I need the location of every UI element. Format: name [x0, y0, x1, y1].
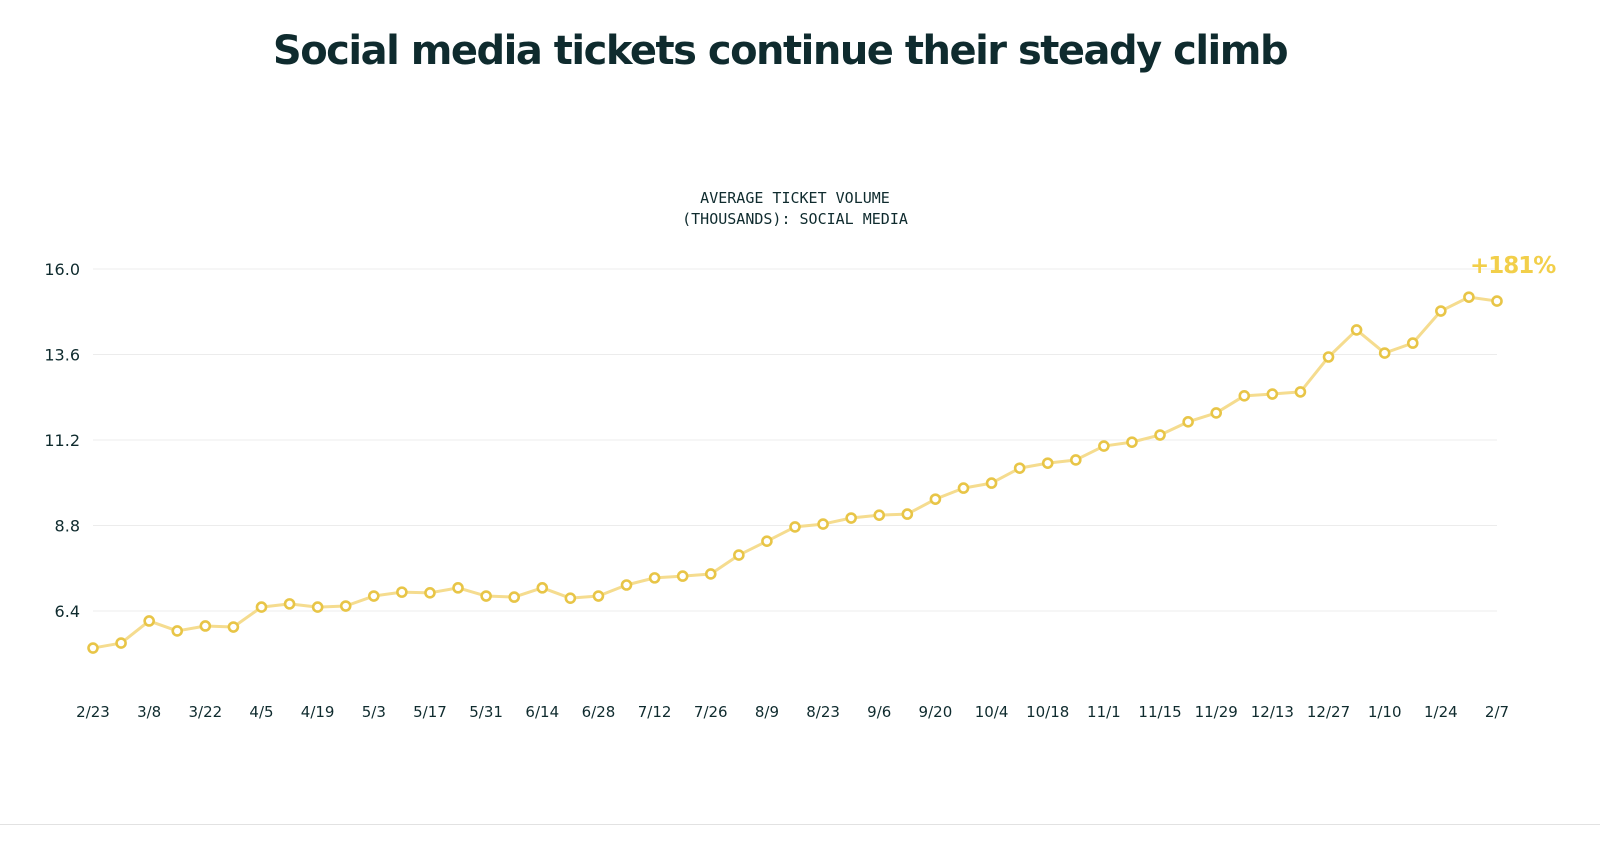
x-tick-label: 1/10 — [1368, 703, 1402, 721]
data-point — [1041, 457, 1054, 469]
data-point — [1406, 337, 1419, 349]
x-tick-label: 1/24 — [1424, 703, 1458, 721]
data-point — [957, 482, 970, 494]
data-point — [901, 508, 914, 520]
data-point — [1463, 291, 1475, 303]
y-tick-label: 8.8 — [55, 517, 80, 536]
x-tick-label: 8/23 — [806, 703, 840, 721]
data-point — [1322, 351, 1335, 363]
x-tick-label: 4/19 — [301, 703, 335, 721]
data-point — [1210, 407, 1222, 419]
x-tick-label: 12/27 — [1307, 703, 1350, 721]
x-tick-label: 5/31 — [469, 703, 503, 721]
y-tick-label: 6.4 — [55, 602, 80, 621]
x-tick-label: 5/3 — [362, 703, 386, 721]
data-point — [704, 568, 717, 580]
data-point — [396, 586, 408, 598]
data-point — [676, 570, 689, 582]
data-point — [1491, 295, 1503, 307]
data-point — [1435, 305, 1447, 317]
data-point — [1070, 454, 1082, 466]
x-tick-label: 7/26 — [694, 703, 728, 721]
data-point — [311, 601, 324, 613]
chart-title: Social media tickets continue their stea… — [272, 28, 1289, 74]
data-point — [143, 615, 155, 627]
y-tick-label: 11.2 — [44, 431, 80, 450]
data-point — [592, 590, 605, 602]
x-tick-label: 5/17 — [413, 703, 447, 721]
data-point — [985, 477, 998, 489]
y-tick-label: 13.6 — [44, 346, 80, 365]
data-point — [283, 598, 296, 610]
data-point — [1154, 429, 1166, 441]
data-point — [255, 601, 268, 613]
data-point — [1182, 416, 1194, 428]
x-tick-label: 10/18 — [1026, 703, 1069, 721]
x-tick-label: 2/7 — [1485, 703, 1509, 721]
data-point — [367, 590, 380, 602]
data-point — [564, 592, 577, 604]
series-line — [92, 295, 1498, 650]
x-tick-label: 4/5 — [249, 703, 273, 721]
data-point — [1266, 388, 1279, 400]
data-point — [424, 587, 436, 599]
data-point — [1098, 440, 1110, 452]
data-point — [845, 512, 857, 524]
x-tick-label: 12/13 — [1251, 703, 1294, 721]
bottom-divider — [0, 824, 1600, 825]
subtitle-line-2: (THOUSANDS): SOCIAL MEDIA — [682, 210, 908, 228]
data-point — [1126, 436, 1138, 448]
x-tick-label: 9/20 — [919, 703, 953, 721]
growth-annotation: +181% — [1470, 253, 1556, 279]
data-point — [929, 493, 942, 505]
x-tick-label: 9/6 — [867, 703, 891, 721]
data-point — [87, 642, 99, 654]
data-point — [648, 572, 661, 584]
x-tick-label: 6/14 — [525, 703, 559, 721]
data-point — [452, 582, 464, 594]
chart-subtitle: AVERAGE TICKET VOLUME (THOUSANDS): SOCIA… — [595, 188, 995, 230]
subtitle-line-1: AVERAGE TICKET VOLUME — [700, 189, 890, 207]
data-point — [480, 590, 492, 602]
data-point — [1013, 462, 1026, 474]
data-point — [227, 621, 240, 633]
data-point — [199, 620, 212, 632]
x-tick-label: 11/29 — [1195, 703, 1238, 721]
data-point — [873, 509, 886, 521]
x-tick-label: 11/15 — [1138, 703, 1181, 721]
x-tick-label: 7/12 — [638, 703, 672, 721]
data-point — [1294, 386, 1307, 398]
x-tick-label: 2/23 — [76, 703, 110, 721]
data-point — [536, 582, 549, 594]
x-tick-label: 8/9 — [755, 703, 779, 721]
data-point — [171, 625, 184, 637]
data-point — [508, 591, 521, 603]
data-point — [339, 600, 352, 612]
data-point — [115, 637, 127, 649]
data-point — [1378, 347, 1391, 359]
data-point — [1350, 324, 1363, 336]
data-point — [817, 518, 829, 530]
x-tick-label: 11/1 — [1087, 703, 1121, 721]
data-point — [733, 549, 745, 561]
x-tick-label: 3/8 — [137, 703, 161, 721]
data-point — [1238, 390, 1251, 402]
data-point — [789, 521, 801, 533]
x-tick-label: 3/22 — [188, 703, 222, 721]
data-point — [761, 535, 773, 547]
x-tick-label: 10/4 — [975, 703, 1009, 721]
y-tick-label: 16.0 — [44, 260, 80, 279]
data-point — [620, 579, 633, 591]
x-tick-label: 6/28 — [582, 703, 616, 721]
